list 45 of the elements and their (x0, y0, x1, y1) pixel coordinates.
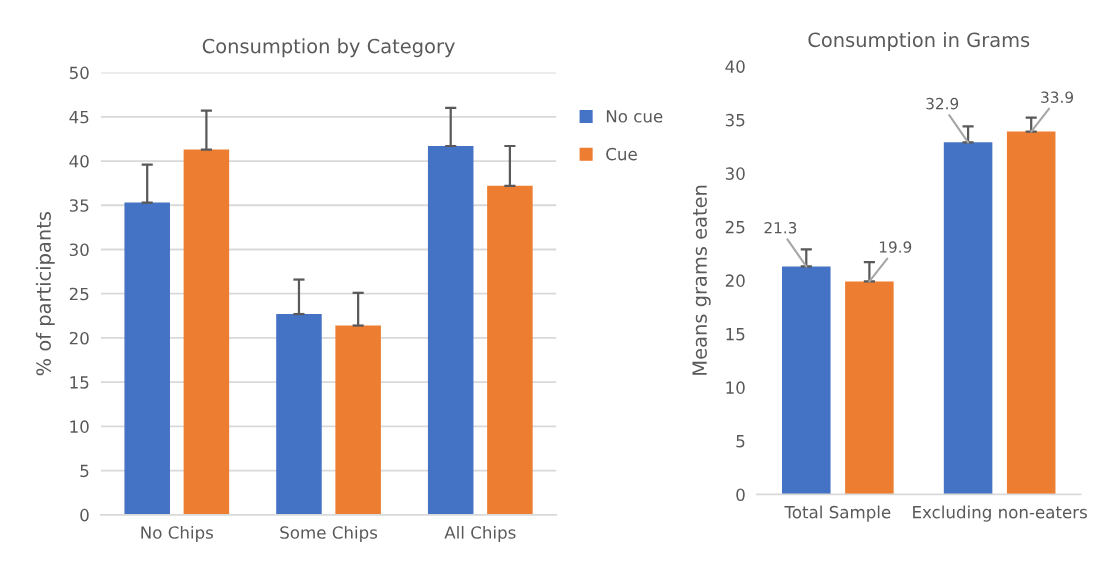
y-tick-label: 10 (70, 420, 89, 433)
bar (124, 202, 170, 515)
y-tick-label: 30 (69, 243, 89, 257)
data-label: 33.9 (1041, 91, 1074, 103)
data-label: 21.3 (764, 221, 797, 234)
bar (943, 142, 993, 495)
bar (845, 281, 894, 495)
y-tick-label: 40 (725, 60, 745, 73)
y-tick-label: 35 (69, 199, 89, 212)
chart-title: Consumption in Grams (808, 32, 1030, 51)
y-tick-label: 0 (736, 488, 745, 501)
data-label: 19.9 (879, 241, 912, 253)
y-tick-label: 50 (69, 66, 89, 80)
y-tick-label: 25 (725, 220, 745, 234)
y-tick-label: 10 (726, 381, 745, 394)
y-tick-label: 35 (725, 113, 745, 127)
y-tick-label: 25 (69, 287, 89, 301)
x-tick-label: Total Sample (784, 505, 891, 522)
legend-label: Cue (606, 147, 637, 161)
y-tick-label: 45 (69, 110, 89, 124)
x-tick-label: All Chips (444, 525, 516, 543)
y-tick-label: 5 (80, 464, 89, 478)
bar (1006, 131, 1056, 495)
y-tick-label: 30 (725, 167, 745, 180)
data-label: 32.9 (926, 97, 959, 110)
y-tick-label: 5 (736, 435, 745, 448)
y-axis-title: Means grams eaten (692, 185, 711, 375)
x-tick-label: Some Chips (280, 525, 378, 543)
y-tick-label: 0 (80, 508, 89, 522)
bar (427, 145, 474, 515)
y-tick-label: 15 (70, 376, 89, 389)
chart-title: Consumption by Category (202, 38, 455, 58)
bar (335, 325, 381, 515)
y-tick-label: 20 (69, 331, 89, 345)
bar (782, 266, 831, 495)
y-tick-label: 15 (726, 328, 745, 341)
bar (183, 149, 230, 515)
y-tick-label: 20 (725, 274, 745, 287)
x-tick-label: Excluding non-eaters (913, 505, 1087, 522)
legend-label: No cue (606, 110, 663, 123)
y-axis-title: % of participants (35, 212, 55, 376)
bar (276, 314, 322, 515)
x-tick-label: No Chips (141, 525, 214, 543)
y-tick-label: 40 (69, 154, 89, 168)
bar (487, 185, 533, 515)
